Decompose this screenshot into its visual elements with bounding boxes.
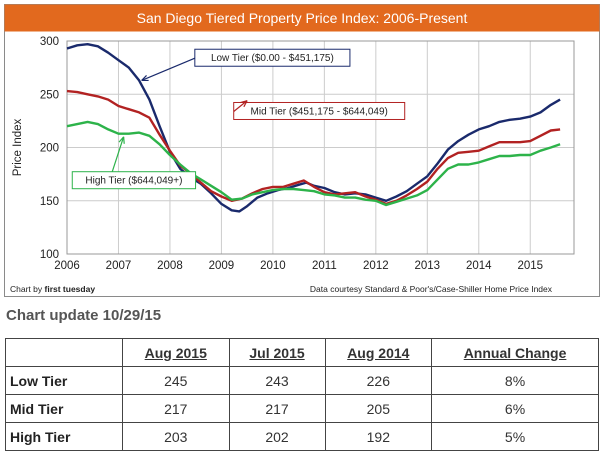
col-header: Aug 2015 (123, 339, 230, 367)
y-axis-label: Price Index (12, 118, 24, 176)
table-corner-cell (6, 339, 123, 367)
y-tick-label: 200 (40, 143, 59, 155)
x-tick-label: 2007 (106, 260, 132, 272)
x-tick-label: 2015 (517, 260, 543, 272)
table-cell: 205 (325, 395, 432, 423)
table-cell: 6% (432, 395, 599, 423)
x-tick-label: 2013 (415, 260, 441, 272)
annotation-label-1: Mid Tier ($451,175 - $644,049) (251, 106, 388, 117)
table-cell: 8% (432, 367, 599, 395)
x-tick-label: 2008 (157, 260, 183, 272)
chart-credit-brand: first tuesday (45, 284, 96, 294)
chart-credit-prefix: Chart by (10, 284, 45, 294)
row-label: High Tier (6, 423, 123, 451)
price-table: Aug 2015 Jul 2015 Aug 2014 Annual Change… (5, 338, 599, 451)
col-header: Annual Change (432, 339, 599, 367)
x-tick-label: 2014 (466, 260, 492, 272)
price-index-chart: San Diego Tiered Property Price Index: 2… (0, 0, 604, 300)
table-cell: 245 (123, 367, 230, 395)
x-tick-label: 2009 (209, 260, 235, 272)
x-tick-label: 2012 (363, 260, 389, 272)
table-cell: 5% (432, 423, 599, 451)
update-title: Chart update 10/29/15 (6, 307, 161, 324)
y-tick-label: 250 (40, 89, 59, 101)
chart-title: San Diego Tiered Property Price Index: 2… (137, 10, 468, 26)
table-row: Low Tier 245 243 226 8% (6, 367, 599, 395)
table-row: High Tier 203 202 192 5% (6, 423, 599, 451)
table-cell: 202 (229, 423, 325, 451)
data-source-note: Data courtesy Standard & Poor's/Case-Shi… (310, 284, 553, 294)
table-cell: 217 (229, 395, 325, 423)
row-label: Mid Tier (6, 395, 123, 423)
table-cell: 226 (325, 367, 432, 395)
table-row: Mid Tier 217 217 205 6% (6, 395, 599, 423)
table-cell: 217 (123, 395, 230, 423)
col-header: Aug 2014 (325, 339, 432, 367)
x-tick-label: 2010 (260, 260, 286, 272)
chart-frame (5, 5, 600, 297)
annotation-label-2: High Tier ($644,049+) (85, 176, 182, 187)
x-tick-label: 2011 (312, 260, 337, 272)
chart-container: San Diego Tiered Property Price Index: 2… (0, 0, 604, 300)
y-tick-label: 300 (40, 36, 59, 48)
row-label: Low Tier (6, 367, 123, 395)
table-cell: 192 (325, 423, 432, 451)
table-header-row: Aug 2015 Jul 2015 Aug 2014 Annual Change (6, 339, 599, 367)
table-cell: 243 (229, 367, 325, 395)
chart-credit: Chart by first tuesday (10, 284, 95, 294)
y-tick-label: 150 (40, 196, 59, 208)
table-cell: 203 (123, 423, 230, 451)
annotation-label-0: Low Tier ($0.00 - $451,175) (211, 53, 334, 64)
x-tick-label: 2006 (54, 260, 80, 272)
col-header: Jul 2015 (229, 339, 325, 367)
